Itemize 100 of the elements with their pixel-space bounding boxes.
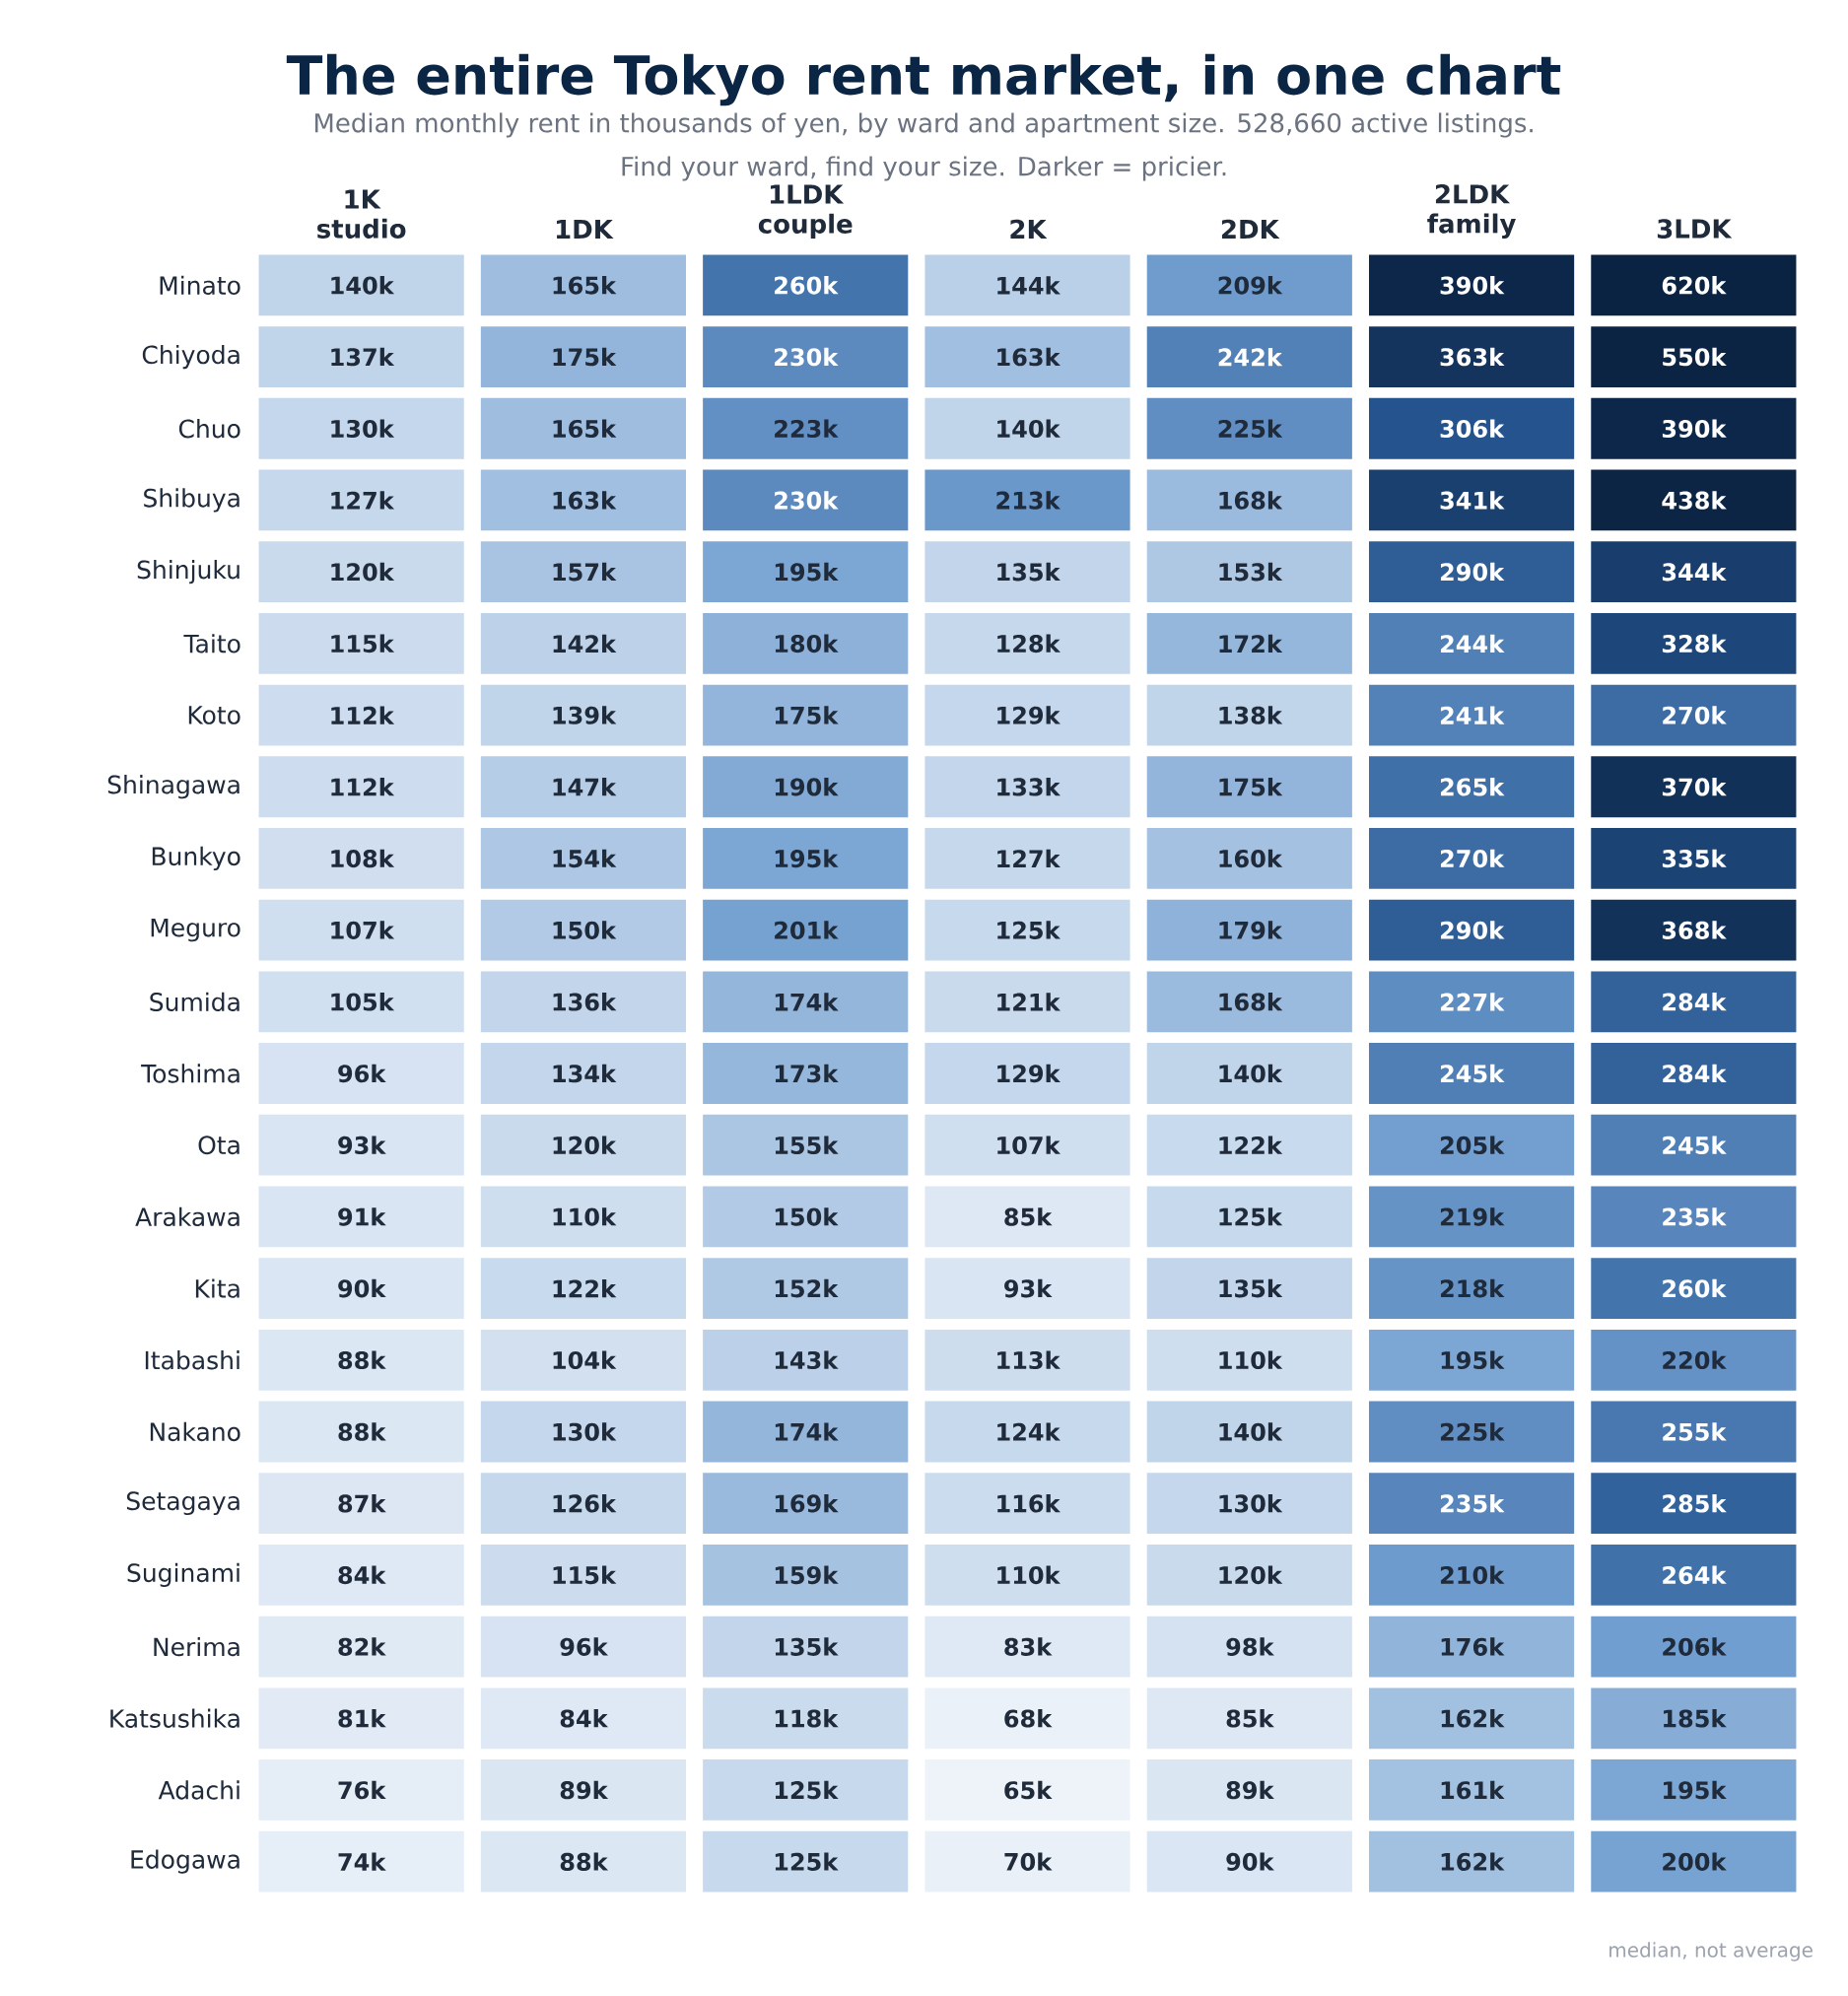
text: Find your ward, find your size. Darker = pricier. [622,156,1226,181]
x-tick-label: 2LDK family [1427,184,1516,239]
data-label: 205k [1440,1136,1505,1154]
data-label: 168k [1219,993,1283,1011]
data-label: 368k [1662,921,1727,939]
data-label: 201k [775,921,839,939]
data-label: 127k [331,491,395,510]
data-label: 140k [1219,1064,1283,1083]
data-label: 105k [331,993,395,1011]
data-label: 122k [553,1279,617,1298]
y-tick-label: Meguro [151,918,240,942]
data-label: 195k [775,562,839,582]
data-label: 140k [1219,1422,1283,1441]
data-label: 230k [775,347,839,367]
data-label: 220k [1663,1350,1727,1370]
data-label: 130k [553,1422,617,1441]
data-label: 84k [560,1709,609,1728]
data-label: 225k [1440,1422,1505,1441]
y-tick-label: Shibuya [144,488,240,513]
y-tick-label: Minato [160,275,240,296]
data-label: 98k [1226,1637,1274,1656]
data-label: 284k [1663,993,1727,1011]
data-label: 110k [553,1207,617,1226]
data-label: 210k [1440,1565,1505,1585]
text: median, not average [1609,1942,1813,1962]
data-label: 165k [553,419,617,439]
data-label: 190k [775,777,839,796]
data-label: 176k [1441,1637,1505,1656]
data-label: 335k [1662,849,1727,868]
data-label: 70k [1004,1852,1053,1871]
data-label: 195k [775,849,839,868]
data-label: 150k [553,921,617,939]
data-label: 328k [1662,634,1727,654]
data-label: 172k [1219,634,1283,653]
data-label: 290k [1440,921,1505,939]
y-tick-label: Nakano [150,1421,240,1442]
data-label: 112k [331,778,395,796]
data-label: 147k [553,778,617,796]
data-label: 162k [1441,1852,1505,1871]
data-label: 116k [997,1493,1061,1513]
data-label: 120k [331,562,395,582]
data-label: 129k [997,706,1061,724]
data-label: 74k [338,1852,386,1871]
data-label: 152k [775,1278,839,1298]
x-tick-label: 2DK [1221,219,1280,239]
data-label: 90k [1226,1852,1274,1871]
data-label: 96k [338,1064,386,1083]
data-label: 285k [1663,1493,1727,1513]
data-label: 260k [1663,1278,1727,1298]
data-label: 165k [553,276,617,295]
data-label: 96k [560,1637,609,1656]
data-label: 209k [1218,276,1283,295]
y-tick-label: Edogawa [131,1849,240,1874]
data-label: 175k [553,347,617,367]
x-tick-label: 1DK [556,219,614,239]
data-label: 125k [775,1780,839,1800]
data-label: 344k [1662,562,1727,582]
data-label: 153k [1219,562,1283,582]
y-tick-label: Arakawa [135,1206,240,1227]
y-tick-label: Kita [195,1278,240,1298]
data-label: 136k [553,993,617,1011]
data-label: 120k [1219,1565,1283,1585]
data-label: 284k [1663,1064,1727,1083]
data-label: 84k [338,1565,386,1585]
data-label: 88k [560,1852,609,1871]
data-label: 126k [553,1493,617,1513]
data-label: 235k [1440,1493,1505,1513]
data-label: 125k [1219,1207,1283,1226]
data-label: 160k [1219,849,1283,868]
data-label: 235k [1663,1207,1727,1226]
y-tick-label: Katsushika [110,1708,240,1728]
data-label: 206k [1663,1637,1727,1656]
data-label: 370k [1662,777,1727,796]
data-label: 104k [553,1350,617,1370]
data-label: 175k [775,706,839,724]
data-label: 139k [553,706,617,724]
data-label: 241k [1440,706,1505,724]
data-label: 137k [331,347,395,367]
data-label: 113k [997,1350,1061,1370]
data-label: 157k [553,562,617,582]
data-label: 163k [997,347,1061,367]
data-label: 85k [1226,1709,1274,1728]
data-label: 390k [1440,276,1505,295]
x-tick-label: 1LDK couple [758,184,853,239]
data-label: 244k [1440,634,1505,653]
data-label: 620k [1662,276,1727,295]
data-label: 270k [1663,706,1727,724]
y-tick-label: Bunkyo [152,846,240,871]
data-label: 143k [775,1350,839,1370]
data-label: 93k [1004,1278,1053,1298]
y-tick-label: Adachi [158,1780,240,1800]
data-label: 245k [1663,1136,1727,1154]
data-label: 107k [997,1136,1061,1154]
data-label: 438k [1662,491,1727,510]
chart-title: The entire Tokyo rent market, in one chart [286,53,1561,106]
data-label: 174k [775,993,839,1011]
y-tick-label: Shinagawa [107,775,240,799]
data-label: 115k [331,634,395,654]
data-label: 68k [1004,1709,1053,1728]
data-label: 110k [1219,1350,1283,1370]
